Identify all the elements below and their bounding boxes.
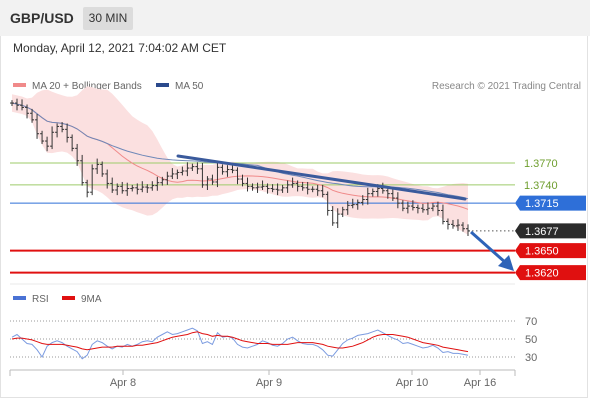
level-label-1-3715: 1.3715	[525, 198, 559, 210]
chart-header: GBP/USD 30 MIN	[0, 0, 590, 36]
level-tag-1-3677	[515, 223, 586, 239]
trendline	[176, 154, 467, 201]
x-tick-label: Apr 8	[110, 377, 136, 389]
symbol-title: GBP/USD	[10, 10, 74, 26]
legend-9ma-label: 9MA	[81, 294, 102, 305]
level-label-1-3740: 1.3740	[524, 180, 558, 192]
rsi-tick-70: 70	[525, 316, 537, 328]
legend-rsi-swatch	[13, 296, 26, 301]
forecast-arrow-head	[498, 255, 514, 271]
level-label-1-3677: 1.3677	[525, 226, 559, 238]
legend-rsi: RSI	[13, 294, 49, 305]
level-tag-1-3620	[515, 265, 586, 281]
forecast-arrow-shaft	[470, 230, 507, 265]
level-tag-1-3650	[515, 243, 586, 259]
legend-ma50: MA 50	[156, 81, 203, 92]
x-tick-label: Apr 10	[396, 377, 428, 389]
bollinger-band	[12, 86, 468, 235]
rsi-tick-30: 30	[525, 352, 537, 364]
legend-ma20-swatch	[13, 83, 26, 88]
x-tick-label: Apr 16	[464, 377, 496, 389]
level-label-1-3620: 1.3620	[525, 268, 559, 280]
level-tag-1-3715	[515, 195, 586, 211]
rsi-line	[11, 327, 469, 360]
legend-ma50-label: MA 50	[175, 81, 204, 92]
timeframe-badge[interactable]: 30 MIN	[83, 7, 133, 30]
legend-ma50-swatch	[156, 83, 169, 88]
legend-9ma: 9MA	[62, 294, 102, 305]
level-label-1-3770: 1.3770	[524, 158, 558, 170]
level-label-1-3650: 1.3650	[525, 246, 559, 258]
research-credit: Research © 2021 Trading Central	[431, 81, 581, 92]
timestamp: Monday, April 12, 2021 7:04:02 AM CET	[13, 41, 227, 55]
rsi-tick-50: 50	[525, 334, 537, 346]
legend-9ma-swatch	[62, 296, 75, 301]
x-tick-label: Apr 9	[256, 377, 282, 389]
rsi-9ma-line	[11, 331, 469, 353]
legend-rsi-label: RSI	[32, 294, 49, 305]
